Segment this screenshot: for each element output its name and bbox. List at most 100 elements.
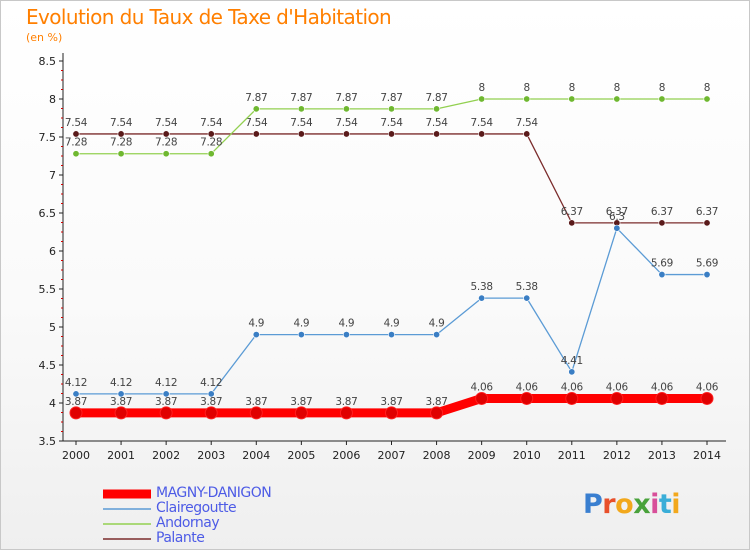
- data-point: [114, 406, 128, 420]
- data-point: [478, 294, 486, 302]
- data-point: [568, 95, 576, 103]
- data-label: 6.37: [606, 206, 628, 218]
- data-label: 5.38: [516, 281, 538, 293]
- data-point: [433, 331, 441, 339]
- data-label: 3.87: [425, 396, 447, 408]
- y-tick-label: 4.5: [39, 359, 57, 372]
- data-point: [568, 368, 576, 376]
- data-label: 4.06: [471, 381, 494, 393]
- data-label: 7.54: [245, 117, 268, 129]
- data-point: [658, 95, 666, 103]
- x-tick-label: 2012: [603, 449, 631, 462]
- data-point: [430, 406, 444, 420]
- data-point: [613, 95, 621, 103]
- x-tick-label: 2001: [107, 449, 135, 462]
- data-point: [565, 391, 579, 405]
- data-label: 4.9: [293, 318, 309, 330]
- data-point: [342, 130, 350, 138]
- y-tick-label: 7.5: [39, 131, 57, 144]
- data-point: [117, 130, 125, 138]
- data-point: [252, 331, 260, 339]
- data-label: 7.54: [155, 117, 178, 129]
- data-label: 4.9: [339, 318, 355, 330]
- data-point: [475, 391, 489, 405]
- data-label: 7.54: [110, 117, 133, 129]
- data-point: [703, 95, 711, 103]
- y-tick-label: 3.5: [39, 435, 57, 448]
- data-point: [387, 105, 395, 113]
- logo-letter: P: [583, 489, 603, 520]
- data-label: 4.06: [651, 381, 674, 393]
- y-tick-label: 5.5: [39, 283, 57, 296]
- data-label: 7.54: [65, 117, 88, 129]
- data-point: [433, 105, 441, 113]
- data-point: [297, 331, 305, 339]
- data-label: 7.28: [65, 137, 87, 149]
- data-point: [117, 150, 125, 158]
- data-point: [478, 130, 486, 138]
- data-label: 4.12: [200, 377, 222, 389]
- data-point: [297, 130, 305, 138]
- logo-letter: i: [671, 489, 681, 520]
- data-label: 7.87: [335, 92, 357, 104]
- data-label: 3.87: [110, 396, 132, 408]
- data-label: 7.54: [335, 117, 358, 129]
- data-label: 7.87: [425, 92, 447, 104]
- data-point: [72, 130, 80, 138]
- x-tick-label: 2010: [513, 449, 541, 462]
- data-label: 4.41: [561, 355, 583, 367]
- data-point: [568, 219, 576, 227]
- legend-swatches: [103, 489, 151, 540]
- data-label: 4.12: [155, 377, 177, 389]
- data-label: 8: [704, 82, 710, 94]
- data-label: 3.87: [245, 396, 267, 408]
- data-point: [252, 130, 260, 138]
- series-palante: 7.54 7.54 7.54 7.54 7.54 7.54 7.54 7.54 7.54 7.54…: [65, 117, 718, 227]
- data-point: [204, 406, 218, 420]
- data-label: 7.54: [290, 117, 313, 129]
- data-label: 3.87: [155, 396, 177, 408]
- data-label: 6.3: [609, 211, 625, 223]
- series-magny-danigon: 3.87 3.87 3.87 3.87 3.87 3.87 3.87 3.87 3.87 4.06…: [65, 381, 719, 420]
- data-point: [72, 390, 80, 398]
- data-point: [339, 406, 353, 420]
- y-tick-label: 8: [49, 93, 56, 106]
- data-point: [342, 331, 350, 339]
- data-label: 8: [614, 82, 620, 94]
- data-label: 4.06: [516, 381, 539, 393]
- data-point: [249, 406, 263, 420]
- data-point: [387, 331, 395, 339]
- x-tick-label: 2007: [378, 449, 406, 462]
- data-point: [478, 95, 486, 103]
- data-point: [700, 391, 714, 405]
- series-line: [76, 227, 707, 395]
- data-label: 7.28: [110, 137, 132, 149]
- data-label: 4.06: [696, 381, 719, 393]
- data-point: [658, 219, 666, 227]
- data-label: 3.87: [65, 396, 87, 408]
- axes: 3.5 4 4.5 5 5.5 6 6.5 7 7.5 8 8.5 2000 2001 2002 2003 2…: [39, 53, 726, 462]
- logo-letter: r: [602, 489, 616, 520]
- data-point: [207, 150, 215, 158]
- data-label: 4.9: [384, 318, 400, 330]
- data-label: 8: [478, 82, 484, 94]
- data-point: [520, 391, 534, 405]
- data-label: 8: [659, 82, 665, 94]
- data-label: 7.87: [380, 92, 402, 104]
- proxiti-logo[interactable]: Proxiti: [583, 489, 681, 520]
- logo-letter: o: [615, 489, 634, 520]
- data-label: 8: [569, 82, 575, 94]
- data-point: [162, 150, 170, 158]
- data-label: 7.28: [200, 137, 222, 149]
- data-point: [117, 390, 125, 398]
- x-tick-label: 2005: [287, 449, 315, 462]
- data-label: 7.28: [155, 137, 177, 149]
- series-andornay: 7.28 7.28 7.28 7.28 7.87 7.87 7.87 7.87 7.87 8 8 8 8…: [65, 82, 711, 158]
- logo-letter: i: [650, 489, 659, 520]
- data-point: [207, 130, 215, 138]
- data-point: [655, 391, 669, 405]
- x-tick-label: 2003: [197, 449, 225, 462]
- y-tick-label: 7: [49, 169, 56, 182]
